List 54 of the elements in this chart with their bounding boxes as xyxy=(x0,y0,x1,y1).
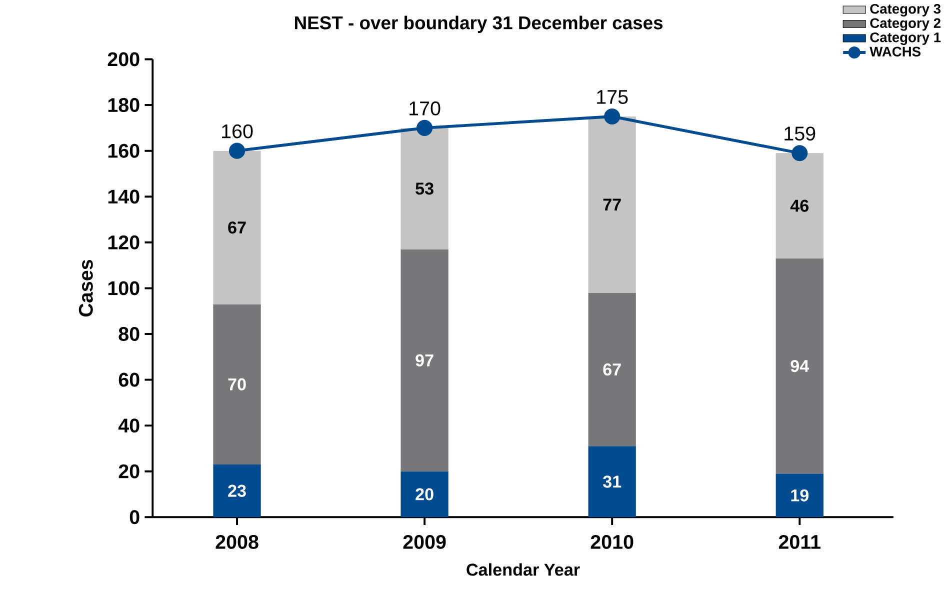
data-label: 20 xyxy=(416,488,434,500)
y-tick-label: 160 xyxy=(108,144,140,158)
legend-label: Category 1 xyxy=(870,32,941,46)
data-label: 46 xyxy=(790,200,809,212)
bar xyxy=(776,474,824,518)
y-tick-label: 40 xyxy=(118,418,140,433)
legend-label: Category 3 xyxy=(870,4,941,17)
data-label: 53 xyxy=(416,182,434,195)
x-tick-label: 2009 xyxy=(403,535,446,550)
bar xyxy=(400,471,448,518)
point xyxy=(792,145,808,162)
data-label: 70 xyxy=(228,378,246,391)
x-tick-label: 2008 xyxy=(216,535,258,550)
x-tick-label: 2010 xyxy=(590,535,634,550)
point xyxy=(604,108,620,125)
data-label: 94 xyxy=(790,360,810,372)
data-label: 23 xyxy=(228,484,246,498)
data-label: 97 xyxy=(416,354,434,367)
bar xyxy=(588,446,636,518)
data-label: 19 xyxy=(791,489,809,502)
y-axis-title: Cases xyxy=(78,260,93,317)
y-tick-label: 0 xyxy=(130,510,140,524)
y-tick-label: 20 xyxy=(118,464,140,478)
bar xyxy=(776,153,824,259)
data-label: 77 xyxy=(603,198,621,211)
chart-title: NEST - over boundary 31 December cases xyxy=(295,16,663,34)
y-tick-label: 140 xyxy=(108,190,140,204)
bar xyxy=(400,128,448,250)
legend-label: Category 2 xyxy=(870,18,940,31)
data-label: 175 xyxy=(597,90,628,104)
y-tick-label: 180 xyxy=(108,98,140,112)
y-tick-label: 80 xyxy=(118,327,140,342)
data-label: 160 xyxy=(222,124,253,138)
data-label: 31 xyxy=(602,476,622,488)
bar xyxy=(400,249,448,472)
x-axis-title: Calendar Year xyxy=(466,563,580,576)
data-label: 67 xyxy=(603,364,621,376)
point xyxy=(416,120,433,136)
legend-label: WACHS xyxy=(870,46,921,57)
y-tick-label: 60 xyxy=(118,372,140,387)
point xyxy=(228,142,246,160)
y-tick-label: 100 xyxy=(108,281,140,296)
x-tick-label: 2011 xyxy=(778,535,820,550)
data-label: 67 xyxy=(228,222,246,234)
bar xyxy=(588,116,636,293)
bar xyxy=(588,292,636,446)
bar xyxy=(776,258,824,474)
bar xyxy=(213,304,261,465)
bar xyxy=(213,150,261,304)
data-label: 159 xyxy=(784,126,816,141)
data-label: 170 xyxy=(410,102,440,116)
bar xyxy=(213,464,261,518)
y-tick-label: 120 xyxy=(108,236,140,250)
y-tick-label: 200 xyxy=(108,52,140,66)
